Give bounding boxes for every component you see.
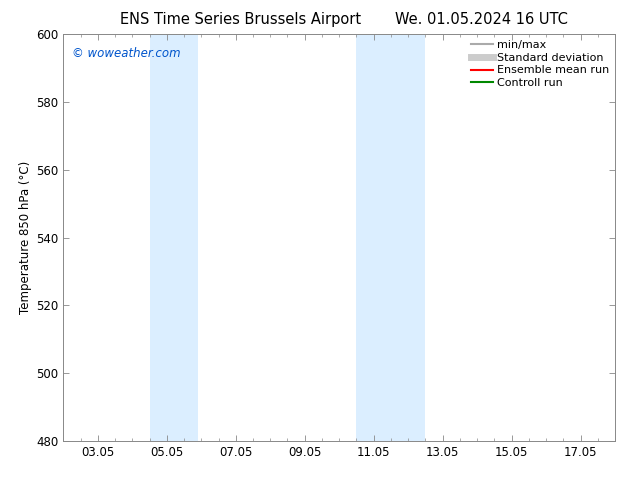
Text: © woweather.com: © woweather.com bbox=[72, 47, 180, 59]
Legend: min/max, Standard deviation, Ensemble mean run, Controll run: min/max, Standard deviation, Ensemble me… bbox=[470, 40, 609, 88]
Text: We. 01.05.2024 16 UTC: We. 01.05.2024 16 UTC bbox=[396, 12, 568, 27]
Bar bbox=[150, 34, 198, 441]
Bar bbox=[356, 34, 425, 441]
Y-axis label: Temperature 850 hPa (°C): Temperature 850 hPa (°C) bbox=[19, 161, 32, 314]
Text: ENS Time Series Brussels Airport: ENS Time Series Brussels Airport bbox=[120, 12, 361, 27]
